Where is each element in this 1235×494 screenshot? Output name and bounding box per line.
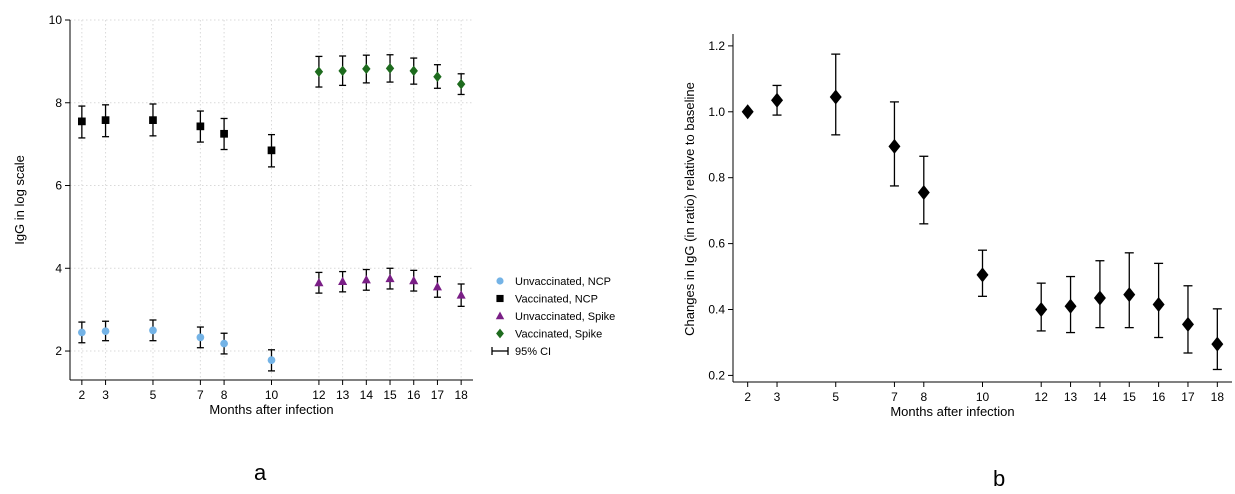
panel-b-x-tick-label: 10 (976, 390, 990, 404)
panel-b-x-tick-label: 18 (1211, 390, 1225, 404)
panel-b-x-tick-label: 14 (1093, 390, 1107, 404)
panel-a-y-tick-label: 2 (55, 344, 62, 358)
panel-a-y-tick-label: 8 (55, 96, 62, 110)
panel-a-y-axis-label: IgG in log scale (12, 155, 27, 245)
panel-a-x-tick-label: 2 (79, 388, 86, 402)
panel-a-data-point (432, 281, 442, 291)
panel-a-x-axis-label: Months after infection (209, 402, 333, 417)
panel-a-legend-label: Unvaccinated, NCP (515, 276, 611, 288)
panel-a-data-point (149, 326, 157, 335)
panel-a-data-point (409, 65, 418, 77)
panel-b-x-tick-label: 15 (1123, 390, 1137, 404)
panel-a-data-point (101, 327, 110, 336)
panel-a-data-point (220, 129, 228, 138)
panel-a-data-point (338, 65, 347, 77)
panel-a-x-tick-label: 10 (265, 388, 279, 402)
panel-a-legend-ci-label: 95% CI (515, 346, 551, 358)
panel-b-data-point (1123, 287, 1136, 303)
panel-a-data-point (78, 117, 86, 126)
panel-a-x-tick-label: 8 (221, 388, 228, 402)
panel-a-data-point (314, 277, 324, 287)
panel-a-data-point (456, 290, 466, 299)
panel-a-x-tick-label: 3 (102, 388, 109, 402)
panel-a-x-tick-label: 5 (150, 388, 157, 402)
panel-label-a: a (254, 460, 267, 485)
panel-a-data-point (267, 356, 276, 364)
panel-a-data-point (409, 275, 419, 285)
panel-b-data-point (1064, 298, 1077, 314)
panel-a-data-point (433, 71, 442, 82)
panel-b-data-point (888, 138, 901, 154)
panel-b-data-point (1152, 297, 1165, 313)
panel-b-data-point (1093, 290, 1106, 306)
panel-b-y-tick-label: 1.2 (708, 39, 725, 53)
panel-b-x-tick-label: 7 (891, 390, 898, 404)
panel-b-y-tick-label: 0.4 (708, 303, 725, 317)
panel-a-data-point (220, 339, 228, 348)
panel-b-y-axis-label: Changes in IgG (in ratio) relative to ba… (682, 82, 697, 336)
panel-a-x-tick-label: 13 (336, 388, 350, 402)
panel-a-data-point (385, 63, 395, 74)
panel-b-x-tick-label: 2 (744, 390, 751, 404)
panel-b-y-tick-label: 0.8 (708, 171, 725, 185)
panel-a-data-point (362, 63, 371, 75)
panel-b-data-point (976, 267, 989, 283)
panel-a-data-point (101, 116, 110, 124)
panel-a-data-point (456, 78, 466, 90)
panel-b-x-tick-label: 17 (1181, 390, 1195, 404)
panel-a-y-tick-label: 6 (55, 179, 62, 193)
panel-a-legend-label: Vaccinated, NCP (515, 294, 598, 306)
panel-a-x-tick-label: 12 (312, 388, 326, 402)
panel-b-data-point (829, 89, 842, 105)
panel-a-data-point (314, 66, 324, 77)
panel-a-y-tick-label: 10 (49, 13, 63, 27)
panel-b-x-axis-label: Months after infection (890, 404, 1014, 419)
panel-a-legend-marker (496, 294, 504, 303)
panel-a-data-point (267, 146, 276, 155)
panel-b-x-tick-label: 16 (1152, 390, 1166, 404)
panel-a-x-tick-label: 18 (454, 388, 468, 402)
panel-a-x-tick-label: 14 (360, 388, 374, 402)
panel-b-x-tick-label: 5 (832, 390, 839, 404)
panel-a-legend-marker (496, 277, 504, 285)
panel-a-x-tick-label: 16 (407, 388, 421, 402)
panel-a-x-tick-label: 15 (383, 388, 397, 402)
panel-a-legend-marker (496, 328, 504, 339)
panel-b-x-tick-label: 3 (774, 390, 781, 404)
panel-b-x-tick-label: 8 (920, 390, 927, 404)
panel-b-data-point (741, 104, 754, 120)
panel-a-data-point (361, 274, 371, 284)
panel-b-data-point (1181, 316, 1194, 332)
panel-b-data-point (917, 185, 930, 201)
panel-a-x-tick-label: 7 (197, 388, 204, 402)
panel-a-data-point (196, 333, 205, 342)
panel-b-data-point (1035, 302, 1048, 318)
panel-a-data-point (338, 276, 348, 286)
panel-b-y-tick-label: 0.6 (708, 237, 725, 251)
panel-b-y-tick-label: 1.0 (708, 105, 725, 119)
panel-b-data-point (1211, 336, 1224, 352)
panel-a-y-tick-label: 4 (55, 261, 62, 275)
panel-a-legend-marker (495, 311, 505, 320)
panel-a-data-point (149, 116, 157, 124)
panel-a-legend-label: Vaccinated, Spike (515, 329, 602, 341)
panel-a-data-point (385, 273, 395, 283)
panel-a-legend-label: Unvaccinated, Spike (515, 311, 615, 323)
panel-b-data-point (771, 92, 784, 108)
panel-a-data-point (196, 122, 205, 131)
panel-a-x-tick-label: 17 (431, 388, 445, 402)
panel-a-data-point (78, 328, 86, 337)
panel-label-b: b (993, 466, 1006, 491)
panel-b-y-tick-label: 0.2 (708, 368, 725, 382)
panel-b-x-tick-label: 12 (1035, 390, 1049, 404)
panel-b-x-tick-label: 13 (1064, 390, 1078, 404)
